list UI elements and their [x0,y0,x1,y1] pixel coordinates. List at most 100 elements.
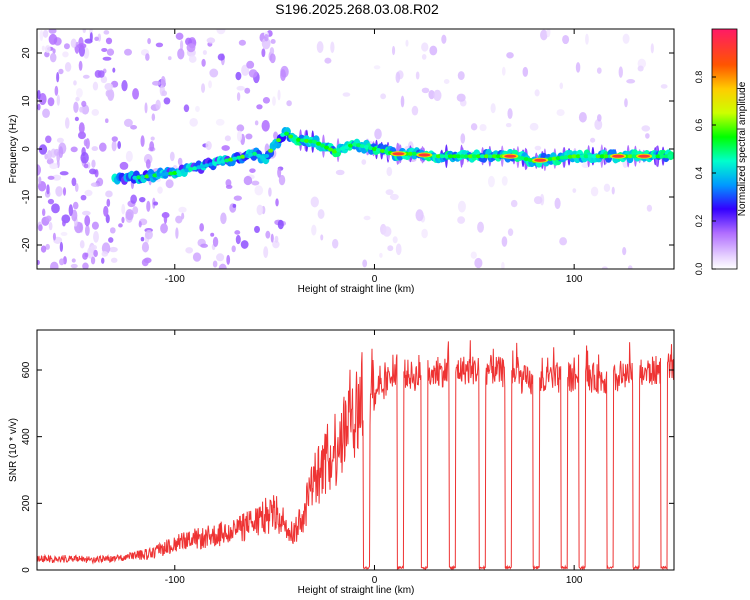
heatmap-noise-cell [101,251,109,257]
heatmap-noise-cell [102,56,112,61]
heatmap-noise-cell [208,80,212,89]
heatmap-noise-cell [93,231,99,243]
heatmap-noise-cell [76,87,83,98]
heatmap-noise-cell [559,237,568,246]
heatmap-ridge-core [168,171,174,176]
heatmap-ridge-core [455,154,461,159]
heatmap-ridge-core [140,174,146,179]
heatmap-noise-cell [55,186,63,197]
heatmap-noise-cell [42,108,50,119]
heatmap-noise-cell [185,247,194,254]
heatmap-noise-cell [224,135,231,142]
heatmap-noise-cell [107,88,115,101]
heatmap-noise-cell [626,79,636,84]
heatmap-noise-cell [94,36,99,41]
heatmap-noise-cell [40,245,47,253]
heatmap-noise-cell [87,246,94,259]
heatmap-ridge-peak [534,158,547,162]
heatmap-noise-cell [330,41,335,54]
heatmap-noise-cell [81,100,87,107]
heatmap-noise-cell [245,133,253,140]
heatmap-ridge-core [328,147,334,152]
heatmap-noise-cell [373,65,381,70]
heatmap-noise-cell [91,221,99,230]
heatmap-noise-cell [236,130,243,142]
heatmap-noise-cell [130,124,138,130]
heatmap-noise-cell [75,96,80,102]
heatmap-noise-cell [44,45,51,53]
heatmap-ridge-core [451,154,457,159]
heatmap-noise-cell [590,186,599,197]
heatmap-noise-cell [125,208,134,221]
heatmap-ridge-core [208,162,214,167]
heatmap-noise-cell [62,51,69,58]
heatmap-noise-cell [46,184,50,195]
heatmap-noise-cell [205,141,212,151]
heatmap-noise-cell [132,206,139,215]
heatmap-noise-cell [470,123,478,131]
heatmap-noise-cell [270,39,276,44]
heatmap-noise-cell [261,119,270,132]
y-tick-label: 10 [21,95,32,107]
heatmap-ridge-core [571,154,577,159]
heatmap-noise-cell [81,104,90,115]
heatmap-noise-cell [624,98,628,108]
heatmap-noise-cell [167,56,172,61]
heatmap-noise-cell [240,240,249,249]
heatmap-ridge-core [475,154,481,159]
heatmap-ridge-core [180,169,186,174]
heatmap-noise-cell [236,124,245,132]
heatmap-noise-cell [270,233,274,243]
colorbar-tick-label: 0.6 [694,119,704,132]
heatmap-ridge-core [667,154,673,159]
heatmap-noise-cell [150,136,155,141]
heatmap-noise-cell [96,177,104,187]
x-tick-label: -100 [165,274,185,285]
heatmap-noise-cell [236,92,241,102]
heatmap-noise-cell [125,150,133,162]
heatmap-noise-cell [529,122,539,131]
heatmap-noise-cell [268,187,272,197]
heatmap-noise-cell [78,60,83,71]
heatmap-noise-cell [105,37,113,45]
snr-ylabel: SNR (10 * v/v) [8,418,19,482]
heatmap-noise-cell [415,71,420,80]
heatmap-noise-cell [39,30,44,41]
heatmap-noise-cell [62,219,66,227]
heatmap-noise-cell [212,236,219,248]
heatmap-noise-cell [443,79,450,84]
heatmap-noise-cell [501,261,505,269]
heatmap-ridge-core [304,138,310,143]
heatmap-ridge-core [355,143,361,148]
heatmap-noise-cell [342,92,351,97]
heatmap-ridge-core [172,171,178,175]
heatmap-noise-cell [72,201,79,210]
heatmap-noise-cell [386,166,393,177]
heatmap-noise-cell [175,32,184,40]
heatmap-noise-cell [627,265,633,269]
heatmap-noise-cell [507,108,513,120]
heatmap-noise-cell [165,179,174,189]
heatmap-noise-cell [78,131,86,140]
heatmap-noise-cell [79,106,84,113]
y-tick-label: 200 [21,495,32,512]
heatmap-noise-cell [320,234,324,241]
heatmap-noise-cell [263,246,269,259]
heatmap-noise-cell [249,168,256,173]
heatmap-noise-cell [112,67,116,73]
heatmap-noise-cell [119,161,129,170]
heatmap-noise-cell [101,47,108,52]
heatmap-noise-cell [379,252,383,258]
heatmap-noise-cell [38,92,47,105]
heatmap-noise-cell [457,200,466,213]
heatmap-noise-cell [130,194,137,204]
heatmap-noise-cell [256,104,263,110]
heatmap-noise-cell [71,177,77,187]
heatmap-ridge-core [216,160,222,165]
heatmap-noise-cell [109,246,118,253]
heatmap-noise-cell [70,38,77,48]
heatmap-ridge-core [260,155,266,160]
heatmap-ridge-core [232,156,238,161]
heatmap-ridge-core [439,154,445,159]
x-tick-label: 100 [566,575,583,586]
